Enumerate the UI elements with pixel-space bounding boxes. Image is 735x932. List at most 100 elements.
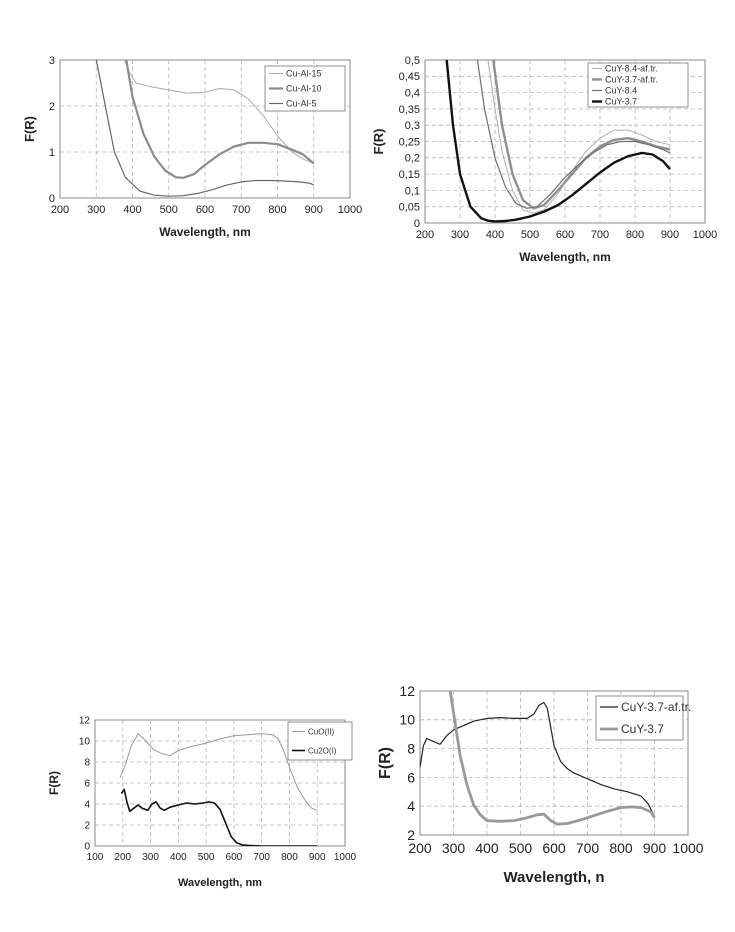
legend-box: [595, 695, 684, 741]
x-tick-label: 400: [486, 229, 504, 241]
chart-cuy-3-7: 200 300 400 500 600 700 800 900 1000 2 4 6 8 10 12 Wave…: [377, 683, 704, 886]
x-tick-label: 100: [87, 852, 104, 863]
series-line-2: [476, 60, 671, 209]
y-tick-label: 0,3: [405, 120, 420, 132]
x-tick-label: 200: [51, 204, 69, 216]
y-tick-label: 0: [49, 193, 55, 205]
y-tick-label: 0,1: [405, 185, 420, 197]
x-axis-label: Wavelength, nm: [519, 250, 611, 264]
y-tick-label: 0,5: [405, 55, 420, 67]
x-tick-label: 700: [576, 840, 600, 856]
y-tick-label: 4: [407, 798, 415, 814]
series-line-2: [95, 60, 315, 197]
legend-label: Cu-Al-5: [286, 99, 317, 109]
x-tick-label: 800: [626, 229, 644, 241]
legend-label: CuY-3.7: [605, 97, 637, 107]
legend-label: CuY-3.7-af.tr.: [605, 75, 658, 85]
y-tick-label: 6: [407, 769, 415, 785]
x-tick-label: 900: [643, 840, 667, 856]
x-tick-label: 600: [196, 204, 214, 216]
x-tick-label: 700: [253, 852, 270, 863]
y-tick-label: 12: [399, 683, 415, 699]
x-tick-label: 700: [591, 229, 609, 241]
x-tick-label: 900: [309, 852, 326, 863]
chart-cu-oxides: 100 200 300 400 500 600 700 800 900 1000 0 2 4 6 8 10 12…: [47, 716, 357, 890]
y-tick-label: 3: [49, 55, 55, 67]
x-tick-label: 400: [123, 204, 141, 216]
x-tick-label: 800: [281, 852, 298, 863]
y-tick-label: 2: [407, 827, 415, 843]
y-axis-label: F(R): [47, 771, 61, 795]
x-tick-label: 700: [232, 204, 250, 216]
y-tick-label: 6: [84, 779, 90, 790]
y-tick-label: 0,45: [399, 71, 420, 83]
x-tick-label: 400: [170, 852, 187, 863]
series-line-0: [124, 60, 314, 164]
legend-box: [587, 62, 689, 108]
x-tick-label: 500: [521, 229, 539, 241]
x-tick-label: 1000: [693, 229, 717, 241]
y-tick-label: 0: [84, 842, 90, 853]
x-axis-label: Wavelength, nm: [159, 225, 251, 239]
x-tick-label: 1000: [334, 852, 357, 863]
y-tick-label: 0: [414, 218, 420, 230]
y-tick-label: 2: [49, 101, 55, 113]
legend-label: Cu2O(I): [308, 746, 337, 755]
x-tick-label: 800: [268, 204, 286, 216]
series-line-1: [120, 788, 318, 846]
x-tick-label: 900: [305, 204, 323, 216]
x-tick-label: 1000: [672, 840, 703, 856]
y-tick-label: 10: [399, 712, 415, 728]
y-tick-label: 0,05: [399, 202, 420, 214]
x-tick-label: 600: [226, 852, 243, 863]
x-tick-label: 400: [475, 840, 499, 856]
x-tick-label: 200: [408, 840, 432, 856]
x-tick-label: 500: [198, 852, 215, 863]
x-tick-label: 300: [142, 852, 159, 863]
x-tick-label: 200: [114, 852, 131, 863]
x-tick-label: 300: [442, 840, 466, 856]
legend-label: CuY-3.7-af.tr.: [621, 700, 691, 714]
x-tick-label: 800: [609, 840, 633, 856]
y-tick-label: 4: [84, 800, 90, 811]
y-tick-label: 0,35: [399, 104, 420, 116]
x-tick-label: 900: [661, 229, 679, 241]
x-tick-label: 600: [542, 840, 566, 856]
y-tick-label: 12: [79, 716, 91, 727]
x-tick-label: 300: [451, 229, 469, 241]
x-axis-label: Wavelength, nm: [178, 877, 262, 889]
legend-label: CuY-8.4-af.tr.: [605, 64, 658, 74]
series-line-1: [448, 691, 656, 826]
y-axis-label: F(R): [377, 747, 394, 779]
y-tick-label: 0,25: [399, 136, 420, 148]
y-tick-label: 0,2: [405, 153, 420, 165]
x-tick-label: 1000: [338, 204, 362, 216]
y-axis-label: F(R): [371, 129, 386, 155]
x-tick-label: 500: [160, 204, 178, 216]
y-tick-label: 0,15: [399, 169, 420, 181]
legend-label: CuY-3.7: [621, 722, 664, 736]
series-line-1: [492, 60, 671, 210]
y-tick-label: 1: [49, 147, 55, 159]
x-tick-label: 500: [509, 840, 533, 856]
y-tick-label: 8: [407, 741, 415, 757]
y-tick-label: 10: [79, 737, 91, 748]
chart-cu-al: 200 300 400 500 600 700 800 900 1000 0 1 2 3 Waveleng…: [22, 55, 362, 239]
series-line-0: [119, 733, 318, 811]
chart-cuy: 200 300 400 500 600 700 800 900 1000 0 0,05 0,1 0,15…: [371, 55, 717, 264]
legend-label: CuY-8.4: [605, 86, 637, 96]
y-axis-label: F(R): [22, 116, 37, 142]
series-line-1: [125, 60, 315, 179]
legend-label: Cu-Al-15: [286, 69, 322, 79]
x-tick-label: 600: [556, 229, 574, 241]
legend-box: [287, 721, 353, 761]
x-tick-label: 300: [87, 204, 105, 216]
y-tick-label: 8: [84, 758, 90, 769]
legend-label: CuO(II): [308, 727, 335, 736]
series-line-0: [420, 701, 656, 817]
legend-label: Cu-Al-10: [286, 84, 322, 94]
x-tick-label: 200: [416, 229, 434, 241]
series-line-3: [445, 60, 671, 223]
y-tick-label: 0,4: [405, 87, 420, 99]
y-tick-label: 2: [84, 821, 90, 832]
